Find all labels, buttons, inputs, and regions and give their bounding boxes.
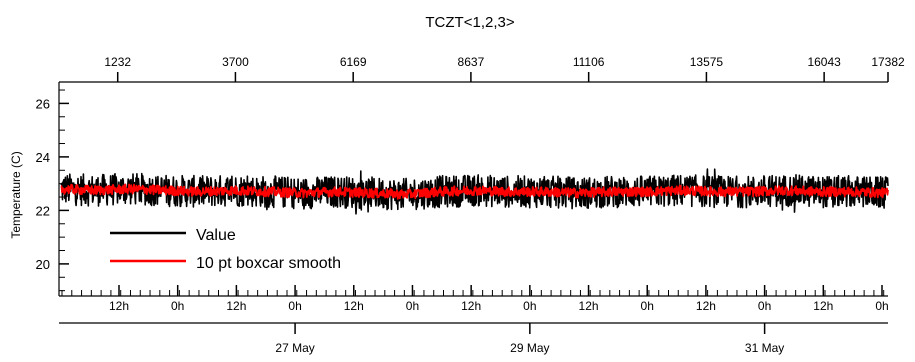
top-axis-tick-label: 8637: [458, 55, 485, 69]
hour-axis-tick-label: 0h: [641, 299, 654, 313]
hour-axis-tick-label: 12h: [226, 299, 246, 313]
legend-label-value: Value: [196, 227, 236, 244]
legend-label-smooth: 10 pt boxcar smooth: [196, 255, 341, 272]
hour-axis-tick-label: 0h: [171, 299, 184, 313]
hour-axis-tick-label: 12h: [579, 299, 599, 313]
y-axis-tick-label: 24: [36, 150, 50, 165]
y-axis-tick-label: 20: [36, 257, 50, 272]
hour-axis-tick-label: 12h: [344, 299, 364, 313]
hour-axis-tick-label: 12h: [813, 299, 833, 313]
top-axis-tick-label: 16043: [807, 55, 841, 69]
date-axis-tick-label: 29 May: [510, 341, 549, 355]
top-axis-tick-label: 17382: [871, 55, 905, 69]
top-axis-tick-label: 3700: [222, 55, 249, 69]
legend: Value 10 pt boxcar smooth: [110, 227, 341, 272]
hour-axis-tick-label: 0h: [758, 299, 771, 313]
hour-axis-tick-label: 12h: [461, 299, 481, 313]
hour-axis-tick-label: 12h: [109, 299, 129, 313]
date-axis-tick-label: 31 May: [745, 341, 784, 355]
hour-axis-tick-label: 12h: [696, 299, 716, 313]
hour-axis-tick-label: 0h: [875, 299, 888, 313]
date-axis-tick-label: 27 May: [275, 341, 314, 355]
hour-axis-tick-label: 0h: [288, 299, 301, 313]
axes-layer: 1232 3700 6169 8637 11106 13575 16043 17382 20 22…: [36, 55, 905, 355]
top-axis-tick-label: 13575: [690, 55, 724, 69]
hour-axis-tick-label: 0h: [523, 299, 536, 313]
top-axis-tick-label: 1232: [104, 55, 131, 69]
y-axis-label: Temperature (C): [9, 151, 23, 238]
hour-axis-tick-label: 0h: [406, 299, 419, 313]
y-axis-tick-label: 26: [36, 96, 50, 111]
series-smooth-line: [60, 183, 889, 200]
y-axis-tick-label: 22: [36, 203, 50, 218]
data-layer: [60, 168, 889, 215]
top-axis-tick-label: 11106: [573, 55, 605, 69]
top-axis-tick-label: 6169: [340, 55, 367, 69]
chart-title: TCZT<1,2,3>: [425, 14, 514, 31]
